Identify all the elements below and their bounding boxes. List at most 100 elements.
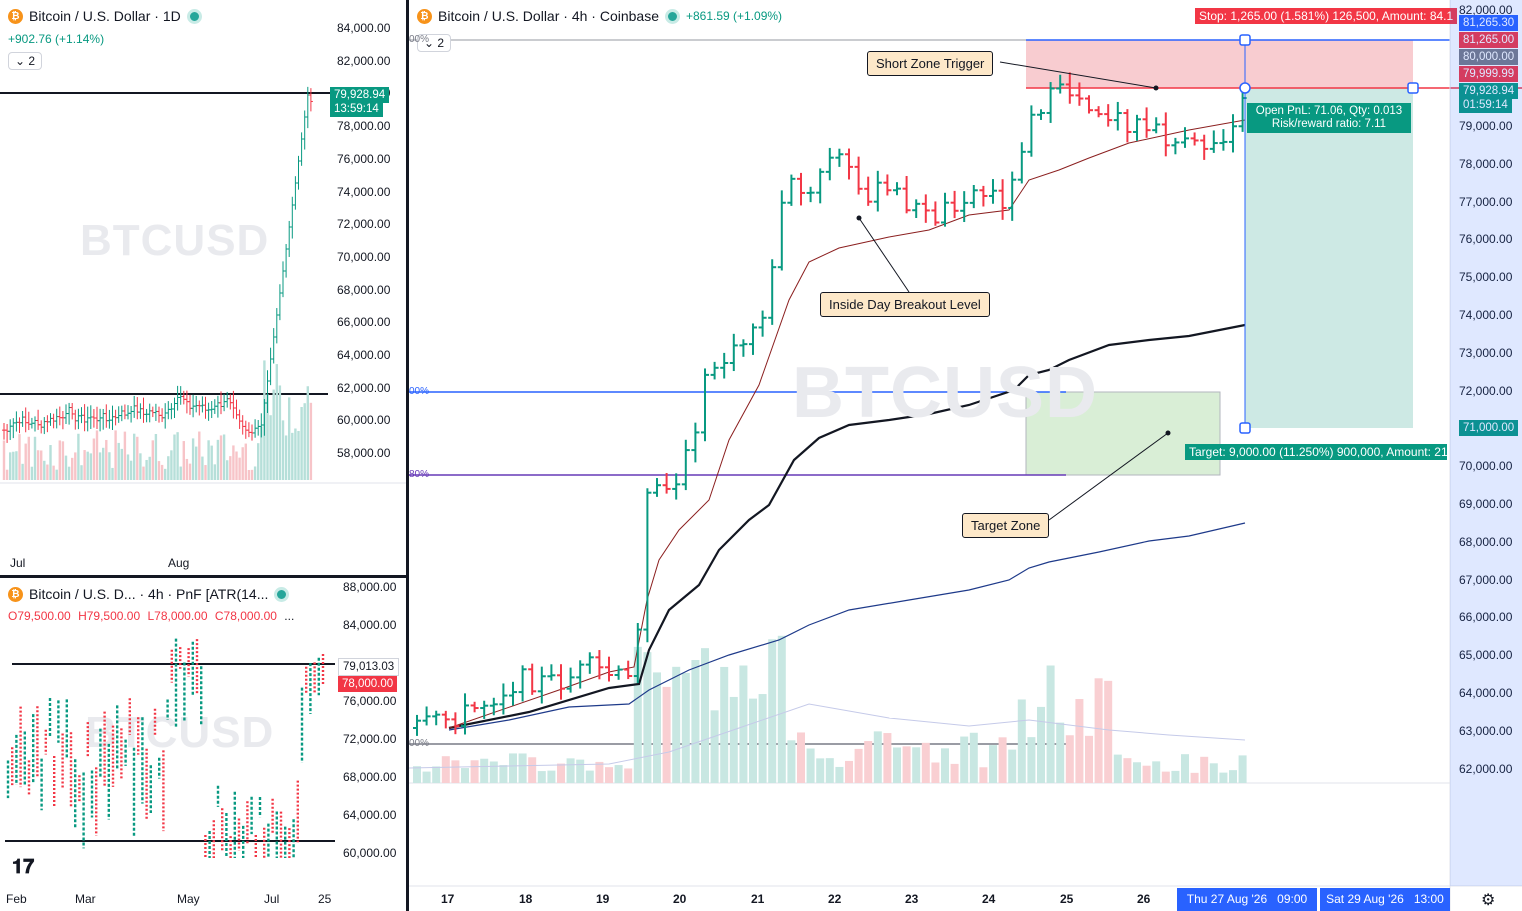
market-open-icon	[186, 8, 202, 24]
main-volume-bar	[1200, 756, 1209, 783]
daily-volume-bar	[89, 453, 92, 480]
price-axis-label: 72,000.00	[343, 732, 397, 746]
ohlc-high: H79,500.00	[78, 609, 141, 623]
price-axis-label: 64,000.00	[1459, 686, 1513, 700]
moving-average-red[interactable]	[448, 119, 1246, 729]
pnf-chart-title[interactable]: Bitcoin / U.S. D... · 4h · PnF [ATR(14..…	[29, 586, 269, 602]
stop-zone[interactable]	[1026, 40, 1413, 88]
daily-volume-bar	[74, 452, 77, 480]
moving-average-black[interactable]	[448, 323, 1246, 730]
main-chart-title[interactable]: Bitcoin / U.S. Dollar · 4h · Coinbase	[438, 8, 659, 24]
pnf-x-label-jul: Jul	[264, 892, 280, 906]
price-axis-label: 64,000.00	[343, 808, 397, 822]
target-zone-note[interactable]: Target Zone	[962, 513, 1050, 538]
daily-volume-bar	[294, 428, 297, 480]
main-ohlc-bars	[413, 72, 1247, 736]
daily-x-label-jul: Jul	[10, 556, 26, 570]
main-volume-bar	[1075, 699, 1084, 783]
chevron-down-icon: ⌄	[424, 36, 435, 50]
pane-divider-vertical[interactable]	[406, 0, 409, 911]
main-volume-bar	[432, 766, 441, 783]
stop-info-label[interactable]: Stop: 1,265.00 (1.581%) 126,500, Amount:…	[1195, 8, 1458, 24]
main-chart-pane[interactable]: ₿ Bitcoin / U.S. Dollar · 4h · Coinbase …	[409, 0, 1522, 911]
price-axis-label: 65,000.00	[1459, 648, 1513, 663]
daily-volume-bar	[173, 434, 176, 480]
ohlc-more[interactable]: ...	[284, 609, 295, 623]
daily-volume-bar	[27, 436, 30, 480]
price-axis-label: 64,000.00	[337, 348, 391, 362]
main-volume-bar	[902, 746, 911, 783]
pane-divider-horizontal[interactable]	[0, 575, 406, 578]
stop-handle[interactable]	[1239, 34, 1251, 46]
main-volume-bar	[1219, 772, 1228, 783]
pnf-price-chart[interactable]	[0, 578, 406, 911]
daily-volume-bar	[306, 386, 309, 480]
daily-volume-bar	[281, 420, 285, 480]
daily-volume-bar	[284, 435, 288, 480]
fib-label-top: 00%	[409, 34, 430, 45]
daily-volume-bar	[83, 450, 86, 480]
daily-volume-bar	[210, 445, 213, 480]
daily-volume-bar	[160, 464, 164, 480]
price-axis-label: 70,000.00	[337, 249, 391, 264]
pnf-chart-pane[interactable]: ₿ Bitcoin / U.S. D... · 4h · PnF [ATR(14…	[0, 578, 406, 911]
main-volume-bar	[499, 765, 508, 783]
daily-volume-bar	[71, 457, 74, 480]
price-axis-label: 68,000.00	[343, 770, 397, 784]
main-volume-bar	[739, 665, 748, 783]
settings-gear-icon[interactable]: ⚙	[1481, 892, 1496, 909]
volume-average	[409, 703, 1246, 769]
daily-volume-bar	[222, 434, 226, 480]
inside-day-note[interactable]: Inside Day Breakout Level	[820, 292, 990, 317]
main-volume-bar	[931, 762, 940, 783]
main-volume-bar	[566, 758, 575, 783]
main-volume-bar	[777, 635, 786, 783]
entry-handle[interactable]	[1239, 82, 1251, 94]
daily-volume-bar	[111, 467, 114, 480]
price-axis-label: 76,000.00	[1459, 232, 1513, 247]
daily-chart-title[interactable]: Bitcoin / U.S. Dollar · 1D	[29, 8, 181, 24]
main-volume-bar	[509, 753, 517, 783]
moving-average-blue[interactable]	[448, 522, 1246, 731]
daily-chart-pane[interactable]: ₿ Bitcoin / U.S. Dollar · 1D +902.76 (+1…	[0, 0, 406, 575]
main-price-chart[interactable]	[409, 0, 1522, 911]
short-zone-note[interactable]: Short Zone Trigger	[867, 51, 994, 76]
daily-volume-bar	[300, 406, 303, 480]
open-pnl-label[interactable]: Open PnL: 71.06, Qty: 0.013 Risk/reward …	[1247, 103, 1411, 133]
daily-volume-bar	[244, 443, 247, 480]
short-zone-anchor[interactable]	[1153, 85, 1159, 91]
daily-volume-bar	[216, 439, 220, 480]
target-zone-box[interactable]	[1025, 391, 1221, 476]
price-axis-label: 77,000.00	[1459, 194, 1513, 209]
main-indicator-toggle[interactable]: ⌄ 2	[417, 34, 452, 52]
inside-day-anchor[interactable]	[856, 215, 862, 221]
main-volume-bar	[710, 710, 719, 783]
profit-zone[interactable]	[1245, 88, 1413, 428]
main-volume-bar	[864, 741, 873, 783]
target-info-label[interactable]: Target: 9,000.00 (11.250%) 900,000, Amou…	[1185, 444, 1447, 460]
price-tag-81265-30: 81,265.30	[1459, 15, 1519, 31]
main-volume-bar	[1056, 722, 1065, 783]
daily-x-label-aug: Aug	[168, 556, 190, 570]
indicator-count: 2	[437, 36, 445, 50]
daily-price-chart[interactable]	[0, 0, 406, 575]
main-volume-bar	[576, 759, 585, 783]
main-volume-bar	[413, 766, 421, 783]
daily-change: +902.76 (+1.14%)	[8, 32, 105, 46]
open-pnl-text: Open PnL: 71.06, Qty: 0.013	[1255, 105, 1403, 117]
main-volume-bar	[835, 766, 844, 783]
main-volume-bar	[1190, 772, 1199, 783]
main-volume-bar	[451, 760, 460, 783]
main-volume-bar	[614, 765, 623, 783]
width-handle[interactable]	[1407, 82, 1419, 94]
price-axis-label: 78,000.00	[1459, 156, 1513, 171]
daily-volume-bar	[95, 430, 99, 480]
main-volume-bar	[1229, 770, 1237, 783]
daily-indicator-toggle[interactable]: ⌄ 2	[8, 52, 43, 70]
bitcoin-icon: ₿	[8, 586, 23, 602]
main-volume-bar	[893, 747, 901, 783]
target-handle[interactable]	[1239, 422, 1251, 434]
daily-volume-bar	[86, 451, 89, 480]
target-zone-anchor[interactable]	[1165, 430, 1171, 436]
time-axis-label: 21	[751, 892, 765, 906]
